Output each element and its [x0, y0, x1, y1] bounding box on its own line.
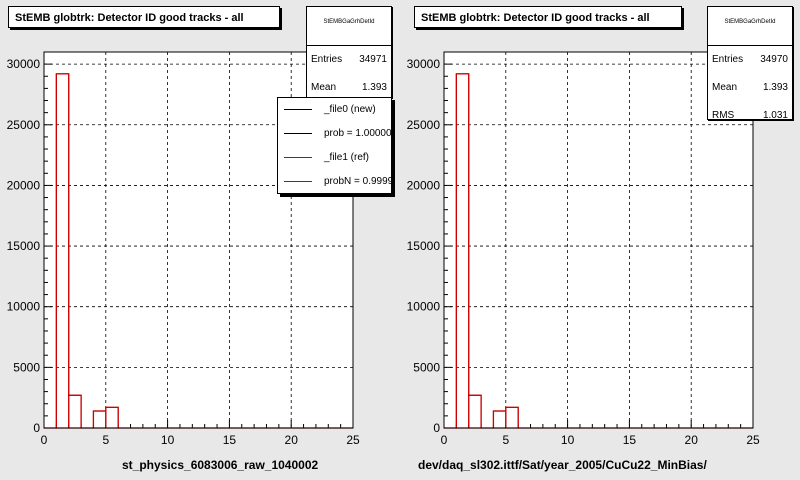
- y-tick-label: 30000: [7, 57, 41, 71]
- y-tick-label: 10000: [7, 300, 41, 314]
- x-tick-label: 20: [685, 433, 699, 447]
- left-stats-box: StEMBGaGrhDetId Entries 34971 Mean 1.393: [306, 6, 392, 98]
- legend-swatch: [284, 109, 312, 110]
- right-stats-mean: Mean 1.393: [712, 82, 788, 93]
- plot-frame: [43, 51, 354, 429]
- y-tick-label: 20000: [407, 178, 441, 192]
- plot-frame: [443, 51, 754, 429]
- legend-swatch: [284, 181, 312, 182]
- y-tick-label: 25000: [7, 118, 41, 132]
- x-tick-label: 25: [746, 433, 760, 447]
- left-x-axis-label: st_physics_6083006_raw_1040002: [122, 458, 319, 472]
- legend-item: _file0 (new): [278, 98, 391, 122]
- left-stats-mean: Mean 1.393: [311, 82, 387, 93]
- left-stats-entries: Entries 34971: [311, 54, 387, 65]
- y-tick-label: 15000: [407, 239, 441, 253]
- right-stats-box: StEMBGaGrhDetId Entries 34970 Mean 1.393…: [707, 6, 793, 121]
- right-x-axis-label: dev/daq_sl302.ittf/Sat/year_2005/CuCu22_…: [418, 458, 707, 472]
- y-tick-label: 0: [33, 421, 40, 435]
- x-tick-label: 10: [161, 433, 175, 447]
- right-stats-rms: RMS 1.031: [712, 110, 788, 121]
- y-tick-label: 5000: [13, 360, 40, 374]
- y-tick-label: 30000: [407, 57, 441, 71]
- y-tick-label: 25000: [407, 118, 441, 132]
- legend-item: prob = 1.000000: [278, 122, 391, 146]
- left-pad: 0 5 10 15 20 25 0 5000 10000 15000 20000 25000 30000…: [6, 6, 392, 472]
- left-stats-header: StEMBGaGrhDetId: [307, 7, 391, 46]
- right-pad: 0 5 10 15 20 25 0 5000 10000 15000 20000 25000 30000…: [400, 0, 800, 480]
- right-stats-entries: Entries 34970: [712, 54, 788, 65]
- right-title: StEMB globtrk: Detector ID good tracks -…: [414, 6, 682, 28]
- y-tick-label: 15000: [7, 239, 41, 253]
- x-tick-label: 0: [41, 433, 48, 447]
- legend-swatch: [284, 133, 312, 134]
- x-tick-label: 25: [346, 433, 360, 447]
- right-histogram: 0 5 10 15 20 25 0 5000 10000 15000 20000 25000 30000: [407, 51, 760, 447]
- x-tick-label: 20: [285, 433, 299, 447]
- y-tick-label: 20000: [7, 178, 41, 192]
- x-tick-label: 10: [561, 433, 575, 447]
- x-tick-label: 15: [223, 433, 237, 447]
- x-tick-label: 5: [502, 433, 509, 447]
- left-title: StEMB globtrk: Detector ID good tracks -…: [8, 6, 280, 28]
- legend-swatch: [284, 157, 312, 158]
- x-tick-label: 15: [623, 433, 637, 447]
- legend-item: probN = 0.999999: [278, 170, 391, 193]
- x-tick-label: 5: [102, 433, 109, 447]
- right-stats-header: StEMBGaGrhDetId: [708, 7, 792, 46]
- x-tick-label: 0: [441, 433, 448, 447]
- y-tick-label: 0: [433, 421, 440, 435]
- y-tick-label: 10000: [407, 300, 441, 314]
- plot-area: [444, 52, 753, 428]
- legend: _file0 (new) prob = 1.000000 _file1 (ref…: [277, 97, 392, 194]
- legend-item: _file1 (ref): [278, 146, 391, 170]
- y-tick-label: 5000: [413, 360, 440, 374]
